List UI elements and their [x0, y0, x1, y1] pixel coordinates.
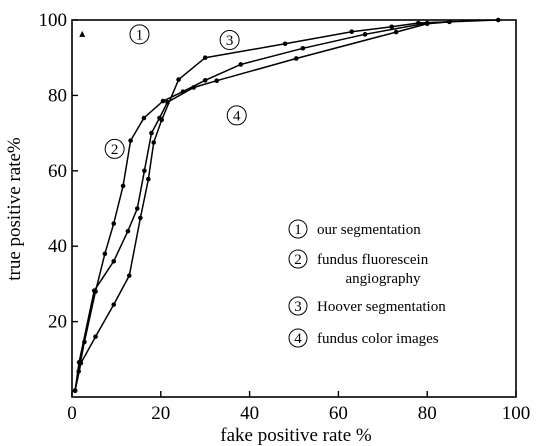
data-point [157, 115, 162, 121]
data-point [93, 334, 98, 339]
data-point [389, 24, 394, 30]
data-point [300, 45, 306, 51]
x-axis-label: fake positive rate % [220, 425, 372, 446]
legend-marker-number: 2 [294, 252, 302, 268]
data-point [416, 20, 421, 26]
plot-frame [71, 19, 517, 398]
data-point [176, 77, 181, 82]
legend-marker-number: 1 [294, 222, 302, 238]
data-point [126, 273, 132, 278]
data-point [111, 302, 117, 307]
legend-item-3: 3 Hoover segmentation [288, 296, 446, 316]
data-point [141, 115, 147, 121]
x-tick-label: 80 [418, 403, 437, 424]
data-point [125, 228, 131, 234]
legend-item-2: 2 fundus fluorescein angiography [288, 249, 429, 287]
data-point [447, 19, 452, 25]
data-point [76, 360, 82, 365]
legend-marker-circle [288, 219, 308, 239]
legend-marker-circle [288, 328, 308, 348]
data-point [138, 215, 143, 221]
y-tick-label: 60 [48, 161, 67, 182]
x-tick-label: 20 [151, 403, 170, 424]
data-point [238, 62, 244, 67]
legend-item-4: 4 fundus color images [288, 328, 439, 348]
data-point [91, 288, 97, 293]
legend-label-continued: angiography [346, 271, 421, 287]
x-tick-label: 100 [502, 403, 531, 424]
data-point [134, 206, 140, 211]
data-point [165, 99, 170, 105]
data-point [293, 56, 299, 61]
annotation-circle [226, 105, 247, 126]
data-point [362, 32, 368, 37]
data-point [214, 78, 220, 83]
x-tick-label: 0 [67, 403, 77, 424]
annotation-number: 3 [226, 33, 234, 49]
legend-marker-circle [288, 249, 308, 269]
data-point-triangle [79, 30, 86, 37]
legend-marker-circle [288, 296, 308, 316]
legend-label: fundus fluorescein [317, 252, 429, 268]
data-point [128, 138, 133, 143]
data-point [191, 85, 196, 90]
legend-marker-number: 3 [294, 299, 302, 315]
annotation-number: 1 [136, 27, 144, 43]
y-axis-label: true positive rate% [4, 137, 25, 281]
data-point [393, 29, 399, 35]
x-tick-label: 60 [329, 403, 348, 424]
legend-label: Hoover segmentation [317, 299, 446, 315]
data-point [142, 168, 147, 174]
data-point [111, 221, 117, 226]
y-tick-label: 20 [48, 312, 67, 333]
series-4 [72, 19, 452, 393]
data-point [202, 55, 208, 60]
legend: 1 our segmentation 2 fundus fluorescein angi… [288, 219, 446, 348]
x-tick-label: 40 [240, 403, 259, 424]
y-tick-label: 100 [39, 10, 68, 31]
y-tick-label: 40 [48, 236, 67, 257]
data-point [120, 183, 126, 189]
series-1 [79, 30, 86, 37]
annotation-circle [219, 29, 240, 50]
legend-label: our segmentation [317, 222, 421, 238]
data-point [160, 98, 166, 104]
data-point [102, 251, 108, 257]
annotation-1: 1 [129, 24, 150, 45]
legend-marker-number: 4 [294, 331, 302, 347]
data-point [349, 29, 355, 34]
data-point [149, 130, 154, 136]
data-point [111, 258, 117, 264]
plot-area: 0 20 40 60 80 100 20 40 60 80 100 1 2 3 4 1 our segmenta… [39, 10, 531, 424]
y-tick-label: 80 [48, 85, 67, 106]
legend-label: fundus color images [317, 331, 439, 347]
annotation-number: 2 [111, 142, 119, 158]
series-line [74, 21, 450, 391]
annotation-3: 3 [219, 29, 240, 50]
data-point [495, 17, 501, 23]
data-point [202, 78, 208, 83]
data-point [146, 176, 151, 182]
annotation-circle [104, 138, 125, 159]
data-point [151, 140, 156, 145]
legend-item-1: 1 our segmentation [288, 219, 421, 239]
annotation-2: 2 [104, 138, 125, 159]
data-point [424, 21, 430, 27]
data-point [72, 388, 78, 393]
annotation-number: 4 [233, 108, 241, 124]
series-line [74, 19, 499, 391]
annotation-circle [129, 24, 150, 45]
annotation-4: 4 [226, 105, 247, 126]
data-point [282, 41, 288, 47]
